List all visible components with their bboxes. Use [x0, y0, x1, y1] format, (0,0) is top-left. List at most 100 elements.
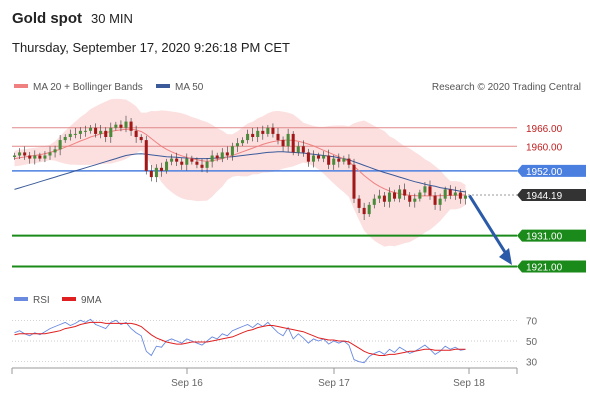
- rsi-line: [14, 318, 466, 364]
- candle-body: [200, 164, 204, 168]
- candle-body: [322, 155, 326, 159]
- candle-body: [387, 192, 391, 202]
- candle-body: [154, 167, 158, 178]
- candle-body: [180, 161, 184, 165]
- candle-body: [119, 124, 123, 128]
- candle-body: [18, 152, 22, 156]
- candle-body: [241, 140, 245, 144]
- candle-body: [448, 189, 452, 196]
- rsi-tick-label: 50: [526, 337, 538, 348]
- level-tag-1952.00: [517, 164, 586, 177]
- level-label-1921.00: 1921.00: [526, 263, 563, 274]
- rsi-ma-line: [14, 321, 466, 356]
- candle-body: [28, 155, 32, 159]
- candle-body: [311, 155, 315, 162]
- bollinger-band: [14, 98, 466, 247]
- price-plot-area: 1966.00 1960.00 1952.00 1944.19 1931.00 1921.…: [12, 98, 586, 274]
- rsi-tick-label: 70: [526, 316, 538, 327]
- candle-body: [235, 143, 239, 147]
- candle-body: [382, 195, 386, 202]
- candle-body: [433, 195, 437, 205]
- candle-body: [170, 158, 174, 162]
- level-tag-1931.00: [517, 229, 586, 242]
- candle-body: [58, 140, 62, 150]
- candle-body: [256, 130, 260, 137]
- ma20-line: [14, 128, 466, 197]
- candle-body: [83, 130, 87, 132]
- candle-body: [246, 133, 250, 141]
- candle-body: [114, 124, 118, 128]
- candle-body: [317, 155, 321, 159]
- candle-body: [144, 140, 148, 171]
- candle-body: [367, 204, 371, 215]
- candle-body: [261, 130, 265, 134]
- candle-body: [53, 149, 57, 153]
- ma20-legend-label: MA 20 + Bollinger Bands: [33, 82, 143, 93]
- rsi-ma-legend-label: 9MA: [81, 295, 102, 306]
- candle-body: [124, 121, 128, 128]
- rsi-legend-swatch: [14, 297, 28, 301]
- candle-body: [357, 198, 361, 208]
- candle-body: [109, 127, 113, 137]
- candle-body: [43, 155, 47, 159]
- x-tick-label: Sep 17: [318, 378, 350, 389]
- candle-body: [220, 152, 224, 159]
- candle-body: [134, 130, 138, 137]
- candle-body: [377, 195, 381, 199]
- candle-body: [458, 192, 462, 199]
- candle-body: [306, 152, 310, 162]
- timestamp: Thursday, September 17, 2020 9:26:18 PM …: [12, 40, 290, 55]
- candle-body: [347, 158, 351, 165]
- candle-body: [352, 164, 356, 199]
- candle-body: [13, 155, 17, 158]
- candle-body: [286, 133, 290, 147]
- level-label-1952.00: 1952.00: [526, 167, 563, 178]
- candle-body: [205, 161, 209, 168]
- candle-body: [296, 146, 300, 153]
- candle-body: [266, 127, 270, 134]
- candle-body: [438, 198, 442, 205]
- copyright-text: Research © 2020 Trading Central: [432, 82, 581, 93]
- candle-body: [337, 158, 341, 162]
- candle-body: [230, 146, 234, 156]
- ma50-line: [14, 151, 466, 193]
- level-label-1960.00: 1960.00: [526, 142, 563, 153]
- level-tag-1944.19: [517, 188, 586, 201]
- time-axis: Sep 16 Sep 17 Sep 18: [11, 367, 518, 389]
- candle-body: [403, 189, 407, 196]
- candle-body: [215, 155, 219, 159]
- candle-body: [453, 192, 457, 196]
- candle-body: [225, 152, 229, 156]
- rsi-plot-area: 70 50 30: [12, 316, 538, 369]
- timeframe-label: 30 MIN: [91, 11, 133, 26]
- level-label-1931.00: 1931.00: [526, 232, 563, 243]
- rsi-tick-label: 30: [526, 358, 538, 369]
- candle-body: [271, 127, 275, 134]
- candle-body: [195, 161, 199, 165]
- candle-body: [63, 137, 67, 141]
- ma20-legend-swatch: [14, 84, 28, 88]
- candle-body: [94, 127, 98, 134]
- candle-body: [332, 158, 336, 165]
- candle-body: [301, 146, 305, 153]
- chart-title: Gold spot: [12, 10, 82, 27]
- candle-body: [251, 133, 255, 137]
- candle-body: [342, 158, 346, 162]
- candle-body: [428, 186, 432, 196]
- candle-body: [463, 195, 467, 199]
- ma50-legend-label: MA 50: [175, 82, 204, 93]
- candle-body: [99, 130, 103, 134]
- candle-body: [398, 189, 402, 199]
- candle-body: [33, 155, 37, 159]
- level-label-1944.19: 1944.19: [526, 191, 563, 202]
- forecast-arrow-head: [499, 247, 512, 265]
- candle-body: [372, 198, 376, 205]
- candle-body: [175, 158, 179, 162]
- candle-body: [68, 133, 72, 137]
- candle-body: [408, 195, 412, 202]
- candle-body: [129, 121, 133, 131]
- candle-body: [165, 161, 169, 171]
- level-label-1966.00: 1966.00: [526, 124, 563, 135]
- rsi-ma-legend-swatch: [62, 297, 76, 301]
